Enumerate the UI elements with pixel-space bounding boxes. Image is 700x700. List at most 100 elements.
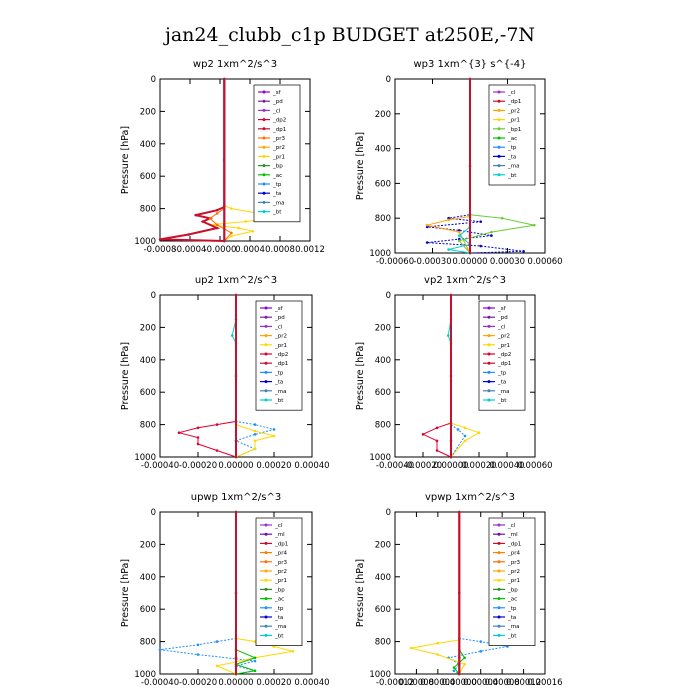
legend-entry: _ma — [272, 200, 284, 206]
x-tick-label: 0.00016 — [527, 678, 562, 688]
data-point — [215, 640, 219, 643]
y-tick-label: 400 — [375, 573, 391, 583]
legend-marker — [497, 523, 501, 527]
legend-marker — [487, 370, 491, 374]
data-point — [253, 656, 257, 660]
y-tick-label: 1000 — [369, 670, 391, 680]
legend-marker — [264, 551, 268, 555]
data-point — [477, 431, 481, 435]
legend-entry: _cl — [507, 523, 516, 529]
legend-marker — [264, 380, 268, 384]
legend-entry: _pr2 — [497, 334, 510, 340]
x-tick-label: -0.00020 — [179, 461, 217, 471]
data-point — [272, 434, 276, 438]
legend-marker — [262, 210, 266, 214]
data-point — [215, 208, 219, 212]
plot-frame — [159, 78, 311, 242]
legend-entry: _tp — [497, 370, 507, 376]
y-tick-label: 0 — [151, 291, 156, 301]
legend-entry: _pr1 — [272, 154, 285, 160]
y-tick-label: 600 — [375, 605, 391, 615]
legend-marker — [497, 551, 501, 555]
data-point — [479, 650, 483, 653]
y-tick-label: 800 — [375, 214, 391, 224]
data-point — [177, 431, 181, 435]
legend-entry: _bt — [272, 210, 282, 216]
legend-marker — [497, 136, 501, 140]
data-point — [253, 640, 257, 643]
data-point — [253, 669, 257, 673]
data-point — [187, 233, 190, 236]
legend-marker — [262, 136, 266, 140]
x-tick-label: -0.00040 — [141, 461, 179, 471]
legend-marker — [487, 324, 491, 328]
legend-marker — [487, 343, 491, 347]
y-axis-label: Pressure [hPa] — [355, 342, 366, 410]
legend-marker — [264, 334, 268, 338]
legend-entry: _cl — [497, 324, 506, 330]
legend-entry: _ac — [507, 136, 517, 142]
x-tick-label: -0.00012 — [376, 678, 414, 688]
x-tick-label: -0.00060 — [376, 257, 414, 267]
legend-marker — [262, 118, 266, 122]
legend-entry: _ml — [274, 532, 285, 538]
data-point — [194, 213, 198, 217]
legend-marker — [262, 108, 266, 112]
x-tick-label: -0.00030 — [413, 257, 451, 267]
x-tick-label: 0.00040 — [489, 461, 524, 471]
legend-marker — [497, 615, 501, 619]
x-tick-label: 0.0004 — [235, 245, 265, 255]
legend-box — [253, 84, 301, 223]
y-tick-label: 200 — [140, 540, 156, 550]
legend-marker — [264, 324, 268, 328]
legend-entry: _pr3 — [274, 560, 288, 566]
y-tick-label: 800 — [140, 205, 156, 215]
data-point — [421, 433, 425, 436]
y-tick-label: 200 — [375, 540, 391, 550]
legend-marker — [497, 164, 501, 168]
data-point — [253, 447, 257, 451]
data-point — [253, 433, 257, 436]
y-tick-label: 0 — [151, 75, 156, 85]
legend-marker — [497, 108, 501, 112]
legend-marker — [262, 154, 266, 158]
legend-entry: _bp — [274, 587, 285, 593]
y-tick-label: 400 — [140, 140, 156, 150]
x-tick-label: -0.00020 — [404, 461, 442, 471]
legend-marker — [487, 352, 491, 356]
legend-entry: _sf — [272, 90, 282, 96]
legend-entry: _sf — [497, 306, 507, 312]
legend-marker — [497, 532, 501, 536]
data-point — [457, 230, 461, 234]
legend-entry: _bt — [507, 173, 517, 179]
data-point — [253, 439, 257, 443]
data-point — [251, 229, 255, 233]
legend-entry: _tp — [274, 370, 284, 376]
data-point — [435, 449, 439, 452]
legend-entry: _pr2 — [272, 145, 285, 151]
legend-marker — [264, 560, 268, 564]
legend-entry: _pr2 — [507, 569, 520, 575]
y-tick-label: 400 — [375, 356, 391, 366]
y-tick-label: 800 — [140, 638, 156, 648]
legend-marker — [497, 597, 501, 601]
legend: _sf _pd _cl _pr2 _pr1 _dp2 _dp1 _tp _ta _ma _bt — [255, 300, 303, 411]
legend-entry: _sf — [274, 306, 284, 312]
legend-entry: _pr1 — [274, 578, 287, 584]
data-point — [196, 442, 200, 446]
legend-marker — [264, 343, 268, 347]
data-point — [196, 436, 200, 439]
y-tick-label: 200 — [140, 323, 156, 333]
legend-entry: _bp — [507, 587, 518, 593]
legend-marker — [497, 99, 501, 103]
data-point — [215, 423, 219, 426]
legend-entry: _dp2 — [497, 352, 511, 358]
series-line-tp — [159, 512, 256, 675]
data-point — [409, 646, 413, 650]
chart-panel-4: vp2 1xm^2/s^3 Pressure [hPa] 0 200 400 600 800… — [355, 275, 553, 471]
y-tick-label: 600 — [375, 388, 391, 398]
data-point — [230, 234, 233, 238]
legend-entry: _ac — [272, 173, 282, 179]
y-tick-label: 200 — [140, 107, 156, 117]
